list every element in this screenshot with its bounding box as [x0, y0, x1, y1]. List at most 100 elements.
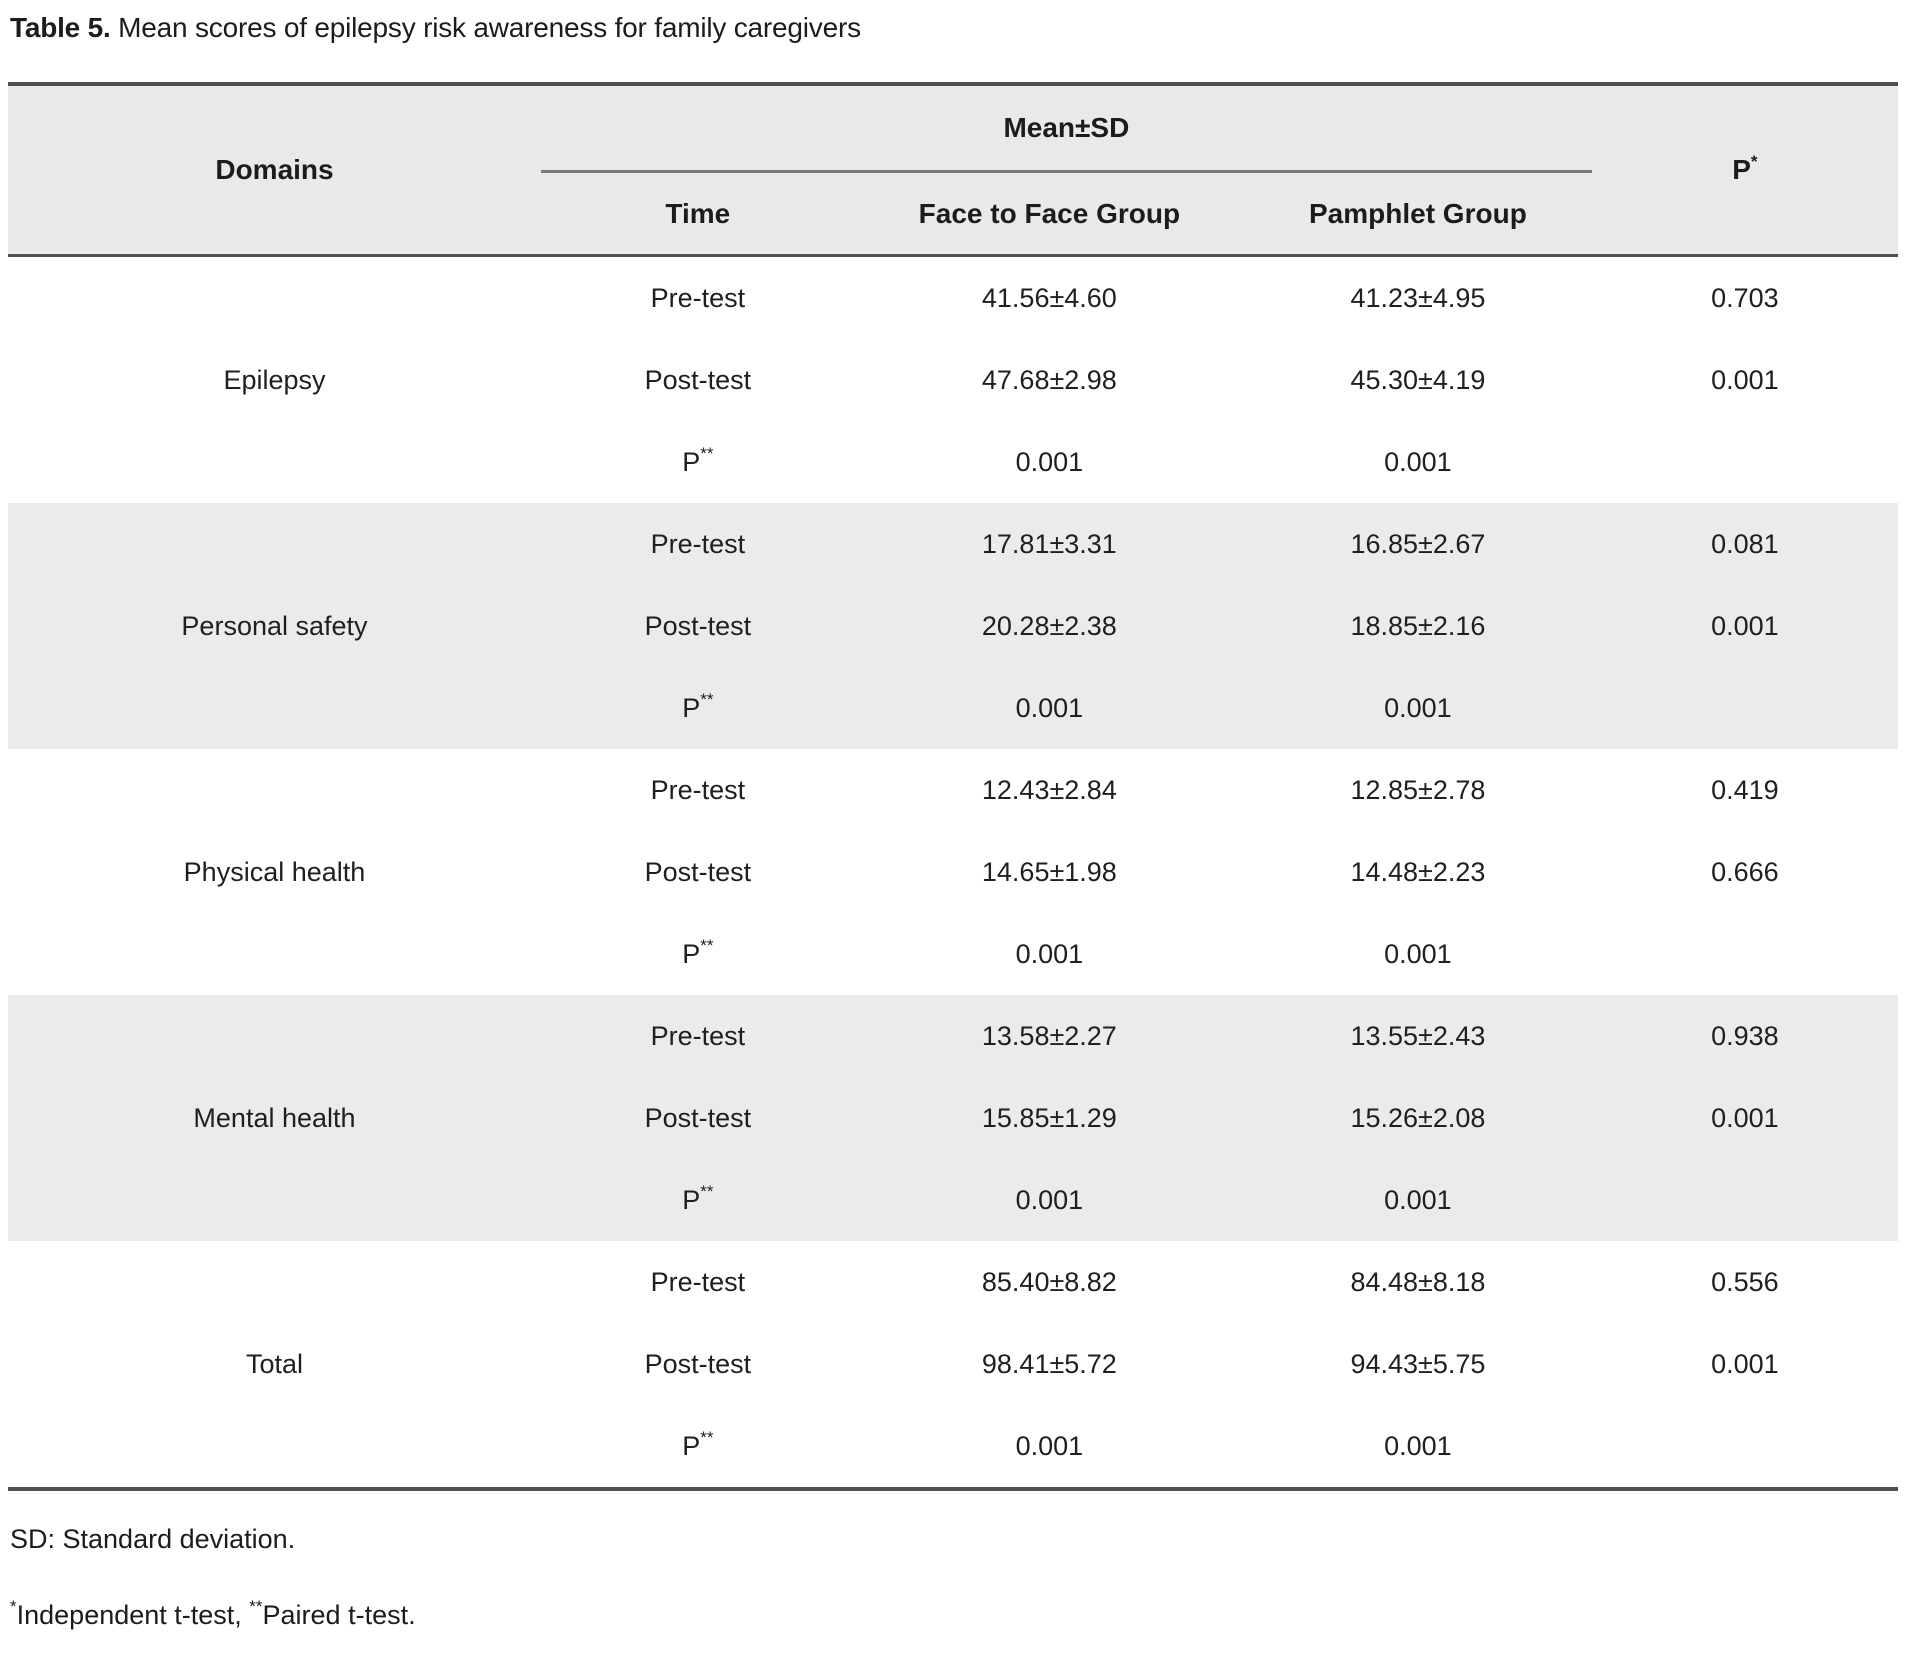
- face-to-face-cell: 85.40±8.82: [981, 1266, 1117, 1297]
- header-domains: Domains: [8, 84, 541, 257]
- time-cell: Pre-test: [650, 1266, 746, 1297]
- pamphlet-cell: 41.23±4.95: [1350, 282, 1486, 313]
- p-value-cell: 0.081: [1711, 528, 1779, 559]
- footnote-independent: Independent t-test,: [16, 1600, 250, 1630]
- footnote-paired: Paired t-test.: [262, 1600, 416, 1630]
- time-cell: P**: [682, 443, 714, 477]
- time-cell: Post-test: [644, 1348, 752, 1379]
- face-to-face-cell: 98.41±5.72: [981, 1348, 1117, 1379]
- pamphlet-cell: 12.85±2.78: [1350, 774, 1486, 805]
- pamphlet-cell: 0.001: [1384, 692, 1452, 723]
- domain-cell: Epilepsy: [223, 364, 326, 395]
- face-to-face-cell: 0.001: [1015, 1430, 1084, 1461]
- paired-test-marker: **: [249, 1597, 263, 1616]
- results-table: Domains Mean±SD P* Time Face to Face Gro…: [8, 82, 1898, 1491]
- face-to-face-cell: 0.001: [1015, 446, 1084, 477]
- p-value-cell: [1592, 1159, 1898, 1241]
- face-to-face-cell: 15.85±1.29: [981, 1102, 1117, 1133]
- face-to-face-cell: 17.81±3.31: [981, 528, 1117, 559]
- header-row-sub: Time Face to Face Group Pamphlet Group: [8, 171, 1898, 257]
- independent-test-marker: *: [1750, 151, 1758, 171]
- time-cell: Pre-test: [650, 528, 746, 559]
- face-to-face-cell: 13.58±2.27: [981, 1020, 1117, 1051]
- pamphlet-cell: 13.55±2.43: [1350, 1020, 1486, 1051]
- table-row: Mental health Pre-test 13.58±2.27 13.55±2.4…: [8, 995, 1898, 1133]
- domain-cell: Total: [245, 1348, 303, 1379]
- time-cell: Pre-test: [650, 1020, 746, 1051]
- face-to-face-cell: 0.001: [1015, 938, 1084, 969]
- paired-test-marker: **: [700, 1181, 714, 1201]
- header-mean-sd: Mean±SD: [540, 84, 1592, 173]
- pamphlet-cell: 18.85±2.16: [1350, 610, 1486, 641]
- table-row: Total Pre-test 85.40±8.82 84.48±8.18 0.556: [8, 1241, 1898, 1379]
- paired-test-marker: **: [700, 443, 714, 463]
- pamphlet-cell: 45.30±4.19: [1350, 364, 1486, 395]
- table-body: Epilepsy Pre-test 41.56±4.60 41.23±4.95 0.70…: [8, 256, 1898, 1490]
- table-row: Physical health Pre-test 12.43±2.84 12.85±2…: [8, 749, 1898, 887]
- table-row: Post-test 47.68±2.98 45.30±4.19 0.001: [8, 339, 1898, 421]
- table-row: Post-test 98.41±5.72 94.43±5.75 0.001: [8, 1323, 1898, 1405]
- table-row: Epilepsy Pre-test 41.56±4.60 41.23±4.95 0.70…: [8, 256, 1898, 395]
- domain-cell: Physical health: [183, 856, 366, 887]
- pamphlet-cell: 0.001: [1384, 1430, 1452, 1461]
- pamphlet-cell: 14.48±2.23: [1350, 856, 1486, 887]
- p-value-cell: 0.938: [1711, 1020, 1779, 1051]
- table-row: Personal safety Pre-test 17.81±3.31 16.85±2…: [8, 503, 1898, 641]
- p-value-cell: 0.001: [1711, 610, 1779, 641]
- face-to-face-cell: 20.28±2.38: [981, 610, 1117, 641]
- p-value-cell: 0.001: [1711, 364, 1779, 395]
- face-to-face-cell: 47.68±2.98: [981, 364, 1117, 395]
- header-face-to-face: Face to Face Group: [854, 171, 1245, 257]
- p-value-cell: 0.419: [1711, 774, 1779, 805]
- domain-cell: Mental health: [193, 1102, 356, 1133]
- paired-test-marker: **: [700, 689, 714, 709]
- pamphlet-cell: 16.85±2.67: [1350, 528, 1486, 559]
- header-row-group: Domains Mean±SD P*: [8, 84, 1898, 257]
- table-header: Domains Mean±SD P* Time Face to Face Gro…: [8, 84, 1898, 257]
- header-p-label: P: [1732, 154, 1751, 185]
- domain-cell: Personal safety: [181, 610, 368, 641]
- time-cell: P**: [682, 1427, 714, 1461]
- face-to-face-cell: 0.001: [1015, 692, 1084, 723]
- table-row: Post-test 14.65±1.98 14.48±2.23 0.666: [8, 831, 1898, 913]
- pamphlet-cell: 94.43±5.75: [1350, 1348, 1486, 1379]
- pamphlet-cell: 0.001: [1384, 1184, 1452, 1215]
- p-value-cell: 0.001: [1711, 1348, 1779, 1379]
- footnote-sd: SD: Standard deviation.: [10, 1524, 296, 1554]
- header-time: Time: [540, 171, 855, 257]
- p-value-cell: 0.703: [1711, 282, 1779, 313]
- time-cell: Post-test: [644, 856, 752, 887]
- p-value-cell: 0.001: [1711, 1102, 1779, 1133]
- table-row: P** 0.001 0.001: [8, 913, 1898, 995]
- time-cell: P**: [682, 1181, 714, 1215]
- time-cell: Post-test: [644, 364, 752, 395]
- paired-test-marker: **: [700, 935, 714, 955]
- time-cell: P**: [682, 935, 714, 969]
- pamphlet-cell: 0.001: [1384, 938, 1452, 969]
- time-cell: Post-test: [644, 610, 752, 641]
- footnote-tests: *Independent t-test, **Paired t-test.: [10, 1597, 416, 1631]
- time-cell: Pre-test: [650, 282, 746, 313]
- time-cell: P**: [682, 689, 714, 723]
- table-row: P** 0.001 0.001: [8, 1405, 1898, 1489]
- time-cell: Post-test: [644, 1102, 752, 1133]
- independent-test-marker: *: [10, 1597, 17, 1616]
- face-to-face-cell: 14.65±1.98: [981, 856, 1117, 887]
- p-value-cell: [1592, 667, 1898, 749]
- results-table-wrap: Domains Mean±SD P* Time Face to Face Gro…: [8, 82, 1898, 1491]
- table-caption: Table 5. Mean scores of epilepsy risk aw…: [10, 12, 861, 44]
- header-p: P*: [1591, 84, 1898, 257]
- face-to-face-cell: 0.001: [1015, 1184, 1084, 1215]
- time-cell: Pre-test: [650, 774, 746, 805]
- table-caption-label: Table 5.: [10, 12, 111, 43]
- p-value-cell: 0.666: [1711, 856, 1779, 887]
- p-value-cell: [1592, 1405, 1898, 1489]
- pamphlet-cell: 15.26±2.08: [1350, 1102, 1486, 1133]
- pamphlet-cell: 0.001: [1384, 446, 1452, 477]
- paired-test-marker: **: [700, 1427, 714, 1447]
- face-to-face-cell: 12.43±2.84: [981, 774, 1117, 805]
- p-value-cell: 0.556: [1711, 1266, 1779, 1297]
- table-caption-text: Mean scores of epilepsy risk awareness f…: [110, 12, 861, 43]
- header-pamphlet: Pamphlet Group: [1244, 171, 1592, 257]
